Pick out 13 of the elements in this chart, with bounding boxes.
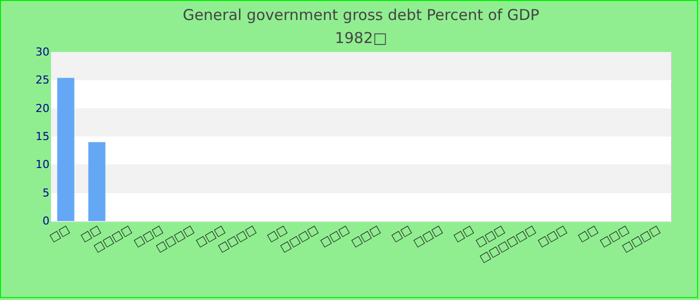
y-tick-label: 20 <box>36 102 50 115</box>
x-tick-label: □□ <box>47 222 72 244</box>
x-tick-label: □□ <box>389 222 414 244</box>
y-tick-label: 10 <box>36 158 50 172</box>
chart-subtitle: 1982□ <box>334 29 388 47</box>
chart-title: General government gross debt Percent of GDP <box>182 6 540 24</box>
y-tick-label: 5 <box>42 186 50 200</box>
y-tick-label: 30 <box>36 46 50 58</box>
x-tick-label: □□ <box>451 222 476 244</box>
x-tick-label: □□ <box>576 222 600 244</box>
y-tick-label: 25 <box>36 74 50 87</box>
y-tick-label: 15 <box>36 130 50 143</box>
y-tick-label: 0 <box>42 214 50 228</box>
